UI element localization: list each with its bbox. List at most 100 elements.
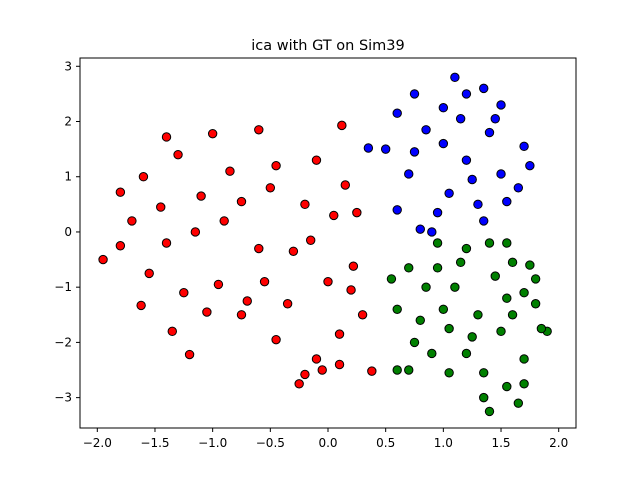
- point-series-1-2: [392, 108, 402, 118]
- point-series-0-5: [167, 326, 177, 337]
- point-series-2-14: [536, 323, 547, 334]
- point-series-0-42: [190, 227, 201, 237]
- point-series-0-12: [300, 369, 310, 380]
- point-series-0-17: [348, 261, 359, 271]
- point-series-0-22: [311, 155, 322, 165]
- chart-title: ica with GT on Sim39: [251, 38, 405, 54]
- point-series-0-26: [288, 246, 299, 256]
- point-series-1-20: [421, 125, 431, 135]
- x-tick-label: −1.5: [140, 436, 169, 450]
- points-layer: [98, 72, 552, 417]
- y-tick-label: 2: [64, 115, 72, 129]
- point-series-1-13: [404, 169, 414, 179]
- point-series-2-10: [502, 381, 512, 392]
- point-series-0-34: [323, 276, 333, 287]
- point-series-1-25: [409, 147, 420, 157]
- point-series-0-9: [254, 125, 264, 135]
- point-series-0-47: [265, 183, 276, 193]
- point-series-0-15: [334, 359, 345, 370]
- point-series-1-10: [513, 183, 524, 193]
- point-series-1-18: [444, 188, 454, 199]
- series-1: [363, 72, 535, 237]
- point-series-0-7: [207, 128, 218, 139]
- point-series-2-28: [461, 348, 472, 359]
- point-series-2-11: [513, 398, 524, 408]
- point-series-0-14: [317, 365, 327, 375]
- point-series-2-6: [427, 348, 437, 359]
- point-series-1-26: [467, 174, 477, 185]
- point-series-1-27: [490, 114, 500, 124]
- x-tick-label: 2.0: [549, 436, 568, 450]
- point-series-0-49: [115, 241, 126, 251]
- point-series-2-25: [473, 310, 483, 320]
- point-series-2-17: [519, 288, 529, 298]
- point-series-0-6: [184, 349, 195, 360]
- point-series-0-1: [115, 187, 126, 197]
- point-series-1-21: [484, 127, 495, 138]
- point-series-2-39: [444, 323, 454, 334]
- y-tick-label: −2: [54, 335, 72, 349]
- point-series-2-27: [496, 326, 506, 337]
- point-series-0-2: [136, 300, 146, 311]
- x-tick-label: 1.0: [434, 436, 453, 450]
- point-series-1-12: [392, 205, 402, 215]
- point-series-2-30: [490, 271, 500, 281]
- x-tick-label: −1.0: [198, 436, 227, 450]
- point-series-0-38: [173, 149, 183, 160]
- point-series-1-4: [450, 72, 460, 83]
- point-series-2-8: [479, 392, 489, 403]
- point-series-2-12: [519, 379, 529, 389]
- point-series-0-23: [213, 279, 224, 290]
- point-series-1-5: [461, 89, 472, 99]
- x-tick-label: −2.0: [83, 436, 112, 450]
- point-series-0-4: [161, 132, 172, 142]
- point-series-1-28: [438, 103, 449, 113]
- point-series-2-38: [519, 354, 529, 364]
- point-series-1-23: [432, 207, 443, 218]
- point-series-1-9: [519, 141, 529, 152]
- x-axis: −2.0 −1.5 −1.0 −0.5 0.0 0.5 1.0 1.5 2.0: [83, 428, 568, 450]
- point-series-2-3: [404, 365, 414, 375]
- point-series-2-29: [421, 282, 431, 292]
- point-series-2-34: [479, 368, 489, 378]
- point-series-0-36: [202, 307, 212, 317]
- x-tick-label: −0.5: [256, 436, 285, 450]
- point-series-0-20: [352, 207, 362, 218]
- point-series-2-36: [502, 293, 512, 303]
- point-series-1-19: [473, 199, 483, 210]
- series-0: [98, 120, 377, 389]
- point-series-0-31: [179, 288, 189, 298]
- point-series-1-15: [427, 227, 437, 237]
- point-series-2-33: [432, 263, 443, 273]
- point-series-2-7: [444, 368, 454, 378]
- point-series-0-13: [311, 354, 322, 364]
- point-series-1-29: [479, 216, 489, 226]
- point-series-2-20: [507, 257, 518, 268]
- point-series-0-48: [334, 329, 345, 339]
- point-series-2-19: [502, 238, 512, 248]
- point-series-0-32: [271, 160, 281, 171]
- x-tick-label: 1.5: [491, 436, 510, 450]
- point-series-0-40: [254, 243, 264, 254]
- point-series-0-10: [271, 334, 281, 345]
- point-series-0-37: [282, 299, 293, 309]
- point-series-0-8: [236, 310, 247, 320]
- point-series-2-37: [415, 315, 425, 326]
- point-series-2-24: [450, 282, 460, 292]
- point-series-0-44: [242, 296, 252, 306]
- point-series-2-22: [461, 243, 472, 254]
- point-series-0-11: [294, 379, 304, 389]
- point-series-2-35: [455, 257, 466, 268]
- point-series-0-21: [340, 180, 350, 190]
- point-series-2-2: [392, 365, 402, 375]
- point-series-0-24: [161, 238, 172, 248]
- y-tick-label: −1: [54, 280, 72, 294]
- point-series-2-18: [530, 299, 541, 309]
- point-series-0-33: [144, 268, 154, 279]
- point-series-0-0: [98, 254, 108, 265]
- point-series-2-15: [530, 274, 541, 284]
- point-series-1-7: [496, 100, 506, 110]
- x-tick-label: 0.0: [318, 436, 337, 450]
- point-series-1-24: [496, 169, 506, 179]
